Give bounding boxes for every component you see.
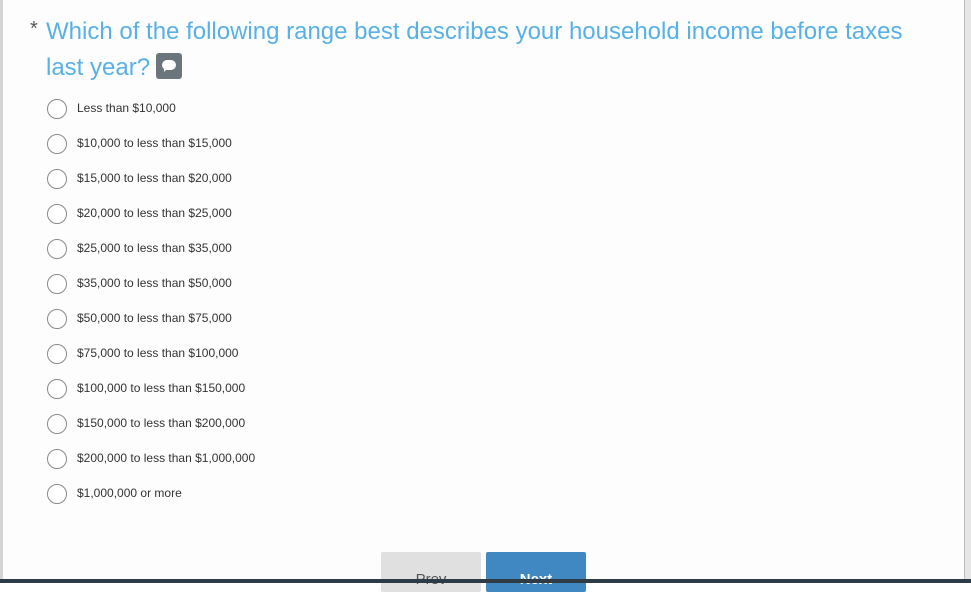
- option-label: $100,000 to less than $150,000: [77, 381, 246, 395]
- radio-option[interactable]: $35,000 to less than $50,000: [47, 272, 255, 307]
- option-label: $200,000 to less than $1,000,000: [77, 451, 256, 465]
- radio-option[interactable]: Less than $10,000: [47, 97, 255, 132]
- radio-option[interactable]: $20,000 to less than $25,000: [47, 202, 255, 237]
- next-button[interactable]: Next: [486, 552, 586, 592]
- radio-button[interactable]: [47, 169, 67, 189]
- radio-button[interactable]: [47, 379, 67, 399]
- radio-button[interactable]: [47, 344, 67, 364]
- comment-icon[interactable]: [156, 53, 183, 79]
- radio-option[interactable]: $25,000 to less than $35,000: [47, 237, 255, 272]
- prev-button[interactable]: Prev: [381, 552, 481, 592]
- radio-option[interactable]: $50,000 to less than $75,000: [47, 307, 255, 342]
- radio-button[interactable]: [47, 449, 67, 469]
- radio-button[interactable]: [47, 274, 67, 294]
- left-border: [0, 0, 3, 583]
- question-title: Which of the following range best descri…: [46, 14, 926, 86]
- question-text: Which of the following range best descri…: [46, 18, 903, 81]
- survey-panel: [3, 0, 964, 583]
- radio-button[interactable]: [47, 484, 67, 504]
- radio-button[interactable]: [47, 134, 67, 154]
- radio-option[interactable]: $100,000 to less than $150,000: [47, 377, 255, 412]
- option-label: $20,000 to less than $25,000: [77, 206, 232, 220]
- radio-button[interactable]: [47, 99, 67, 119]
- radio-option[interactable]: $150,000 to less than $200,000: [47, 412, 255, 447]
- option-label: $150,000 to less than $200,000: [77, 416, 246, 430]
- radio-option[interactable]: $10,000 to less than $15,000: [47, 132, 255, 167]
- scrollbar-track[interactable]: [964, 0, 971, 583]
- radio-option[interactable]: $200,000 to less than $1,000,000: [47, 447, 255, 482]
- option-label: $1,000,000 or more: [77, 486, 182, 500]
- option-label: $35,000 to less than $50,000: [77, 276, 232, 290]
- radio-button[interactable]: [47, 309, 67, 329]
- radio-option[interactable]: $1,000,000 or more: [47, 482, 255, 517]
- required-marker: *: [30, 18, 38, 40]
- bottom-bar: [0, 579, 971, 583]
- radio-button[interactable]: [47, 414, 67, 434]
- radio-button[interactable]: [47, 204, 67, 224]
- option-label: $15,000 to less than $20,000: [77, 171, 232, 185]
- option-label: $25,000 to less than $35,000: [77, 241, 232, 255]
- option-label: $50,000 to less than $75,000: [77, 311, 232, 325]
- option-label: $75,000 to less than $100,000: [77, 346, 239, 360]
- radio-button[interactable]: [47, 239, 67, 259]
- answer-options: Less than $10,000 $10,000 to less than $1…: [47, 97, 255, 517]
- option-label: $10,000 to less than $15,000: [77, 136, 232, 150]
- radio-option[interactable]: $15,000 to less than $20,000: [47, 167, 255, 202]
- radio-option[interactable]: $75,000 to less than $100,000: [47, 342, 255, 377]
- option-label: Less than $10,000: [77, 101, 176, 115]
